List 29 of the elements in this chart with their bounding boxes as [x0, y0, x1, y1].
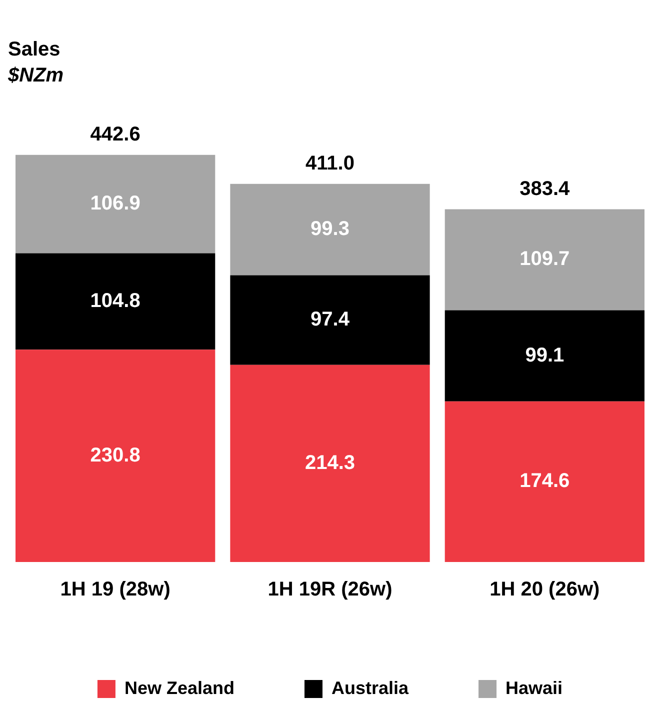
data-label: 106.9 — [90, 192, 140, 215]
x-tick-label: 1H 20 (26w) — [490, 578, 600, 601]
total-label: 411.0 — [306, 152, 354, 174]
bar — [16, 350, 216, 562]
data-label: 97.4 — [310, 308, 350, 331]
bar — [444, 209, 644, 310]
total-label: 442.6 — [90, 123, 140, 146]
data-label: 230.8 — [90, 444, 140, 466]
data-label: 109.7 — [520, 248, 570, 270]
bar — [444, 401, 644, 562]
data-label: 214.3 — [304, 452, 356, 474]
legend-label: Hawaii — [506, 678, 563, 698]
bar — [230, 275, 430, 365]
bar — [16, 253, 216, 350]
legend-label: New Zealand — [124, 678, 234, 698]
chart-title: Sales — [8, 38, 60, 61]
data-label: 99.1 — [525, 344, 564, 366]
data-label: 174.6 — [520, 470, 570, 492]
x-tick-label: 1H 19 (28w) — [60, 578, 170, 601]
legend-label: Australia — [331, 678, 410, 698]
bar — [230, 184, 430, 276]
total-label: 383.4 — [520, 178, 571, 200]
bar — [444, 310, 644, 402]
data-label: 104.8 — [90, 290, 140, 312]
bar — [16, 154, 216, 254]
chart-subtitle: $NZm — [7, 64, 64, 87]
bar — [230, 364, 430, 562]
data-label: 99.3 — [310, 218, 350, 240]
x-tick-label: 1H 19R (26w) — [268, 578, 392, 601]
